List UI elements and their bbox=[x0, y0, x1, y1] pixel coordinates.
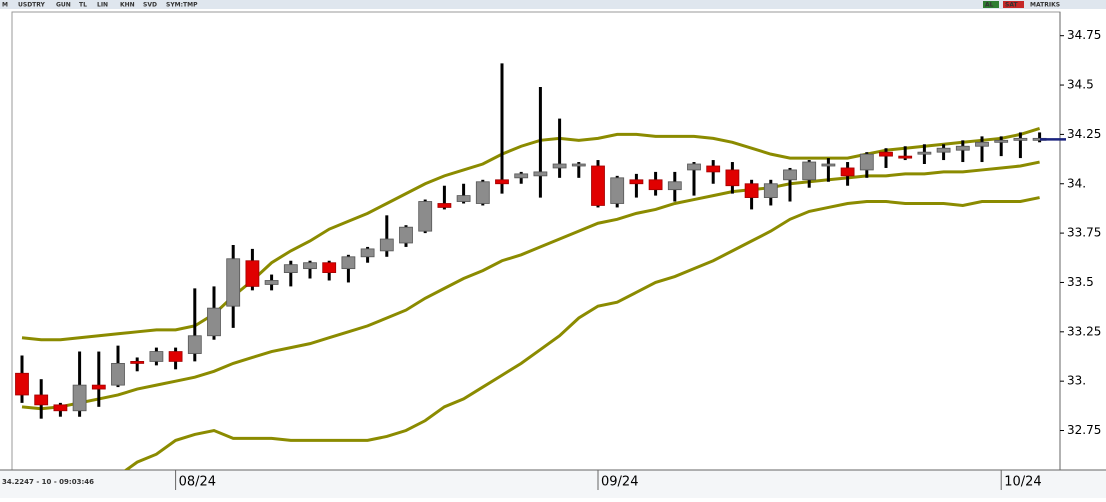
candle-body bbox=[264, 280, 279, 285]
toolbar-button[interactable]: SYM:TMP bbox=[166, 2, 198, 9]
toolbar-button[interactable]: TL bbox=[79, 2, 87, 9]
candle-body bbox=[802, 161, 817, 181]
candle-body bbox=[207, 307, 221, 337]
x-tick-label: 09/24 bbox=[601, 475, 638, 490]
candle-body bbox=[571, 163, 586, 167]
candle-body bbox=[1013, 137, 1028, 141]
candle-body bbox=[111, 362, 125, 386]
y-tick-label: 34. bbox=[1067, 176, 1086, 190]
toolbar-button-bg bbox=[1003, 1, 1024, 8]
candle-body bbox=[53, 404, 68, 412]
candle-body bbox=[341, 256, 356, 270]
y-tick-label: 33.5 bbox=[1067, 275, 1094, 289]
candle-body bbox=[879, 151, 893, 157]
toolbar-button-bg bbox=[1028, 1, 1069, 8]
candle-body bbox=[955, 145, 970, 151]
candle-body bbox=[399, 226, 413, 244]
y-tick-label: 32.75 bbox=[1067, 423, 1101, 437]
x-tick-label: 08/24 bbox=[179, 475, 216, 490]
date-bar bbox=[0, 470, 1106, 498]
y-tick-label: 33.25 bbox=[1067, 324, 1101, 338]
y-tick-label: 34.75 bbox=[1067, 28, 1101, 42]
candle-body bbox=[34, 394, 49, 406]
candle-body bbox=[475, 181, 490, 204]
plot bbox=[15, 63, 1047, 470]
toolbar-button[interactable]: M bbox=[2, 2, 8, 9]
toolbar-button[interactable]: KHN bbox=[120, 2, 135, 9]
candle-body bbox=[283, 264, 298, 273]
candle-body bbox=[898, 155, 913, 159]
candle-body bbox=[687, 163, 701, 171]
candle-body bbox=[629, 179, 644, 185]
candle-body bbox=[667, 181, 682, 191]
band-line bbox=[123, 196, 1040, 470]
toolbar-button[interactable]: SVD bbox=[143, 2, 157, 9]
candle-body bbox=[936, 147, 951, 153]
y-tick-label: 34.5 bbox=[1067, 78, 1094, 92]
toolbar-button[interactable]: USDTRY bbox=[18, 2, 46, 9]
candle-body bbox=[859, 153, 874, 171]
toolbar-button[interactable]: SAT bbox=[1005, 2, 1018, 9]
candle-body bbox=[610, 177, 625, 204]
candle-body bbox=[168, 351, 183, 362]
toolbar-button-bg bbox=[983, 1, 999, 8]
candle-body bbox=[994, 139, 1009, 143]
status-text: 34.2247 - 10 - 09:03:46 bbox=[2, 478, 94, 486]
toolbar-button[interactable]: LIN bbox=[97, 2, 108, 9]
candle-body bbox=[149, 351, 164, 362]
y-tick-label: 33.75 bbox=[1067, 226, 1101, 240]
candle-body bbox=[15, 372, 29, 396]
candle-body bbox=[725, 169, 740, 187]
toolbar-button[interactable]: AL bbox=[985, 2, 994, 9]
candle-body bbox=[763, 183, 778, 198]
candle-body bbox=[533, 171, 548, 177]
candle-body bbox=[437, 203, 452, 208]
toolbar-button[interactable]: MATRIKS bbox=[1030, 2, 1060, 9]
x-tick-label: 10/24 bbox=[1004, 475, 1041, 490]
band-line bbox=[21, 160, 1040, 411]
candle-body bbox=[591, 165, 605, 206]
candle-body bbox=[418, 201, 433, 232]
candle-body bbox=[706, 165, 721, 173]
candle-body bbox=[360, 248, 375, 258]
background bbox=[0, 9, 1106, 498]
band-line bbox=[21, 127, 1041, 342]
candle-body bbox=[495, 179, 509, 185]
candle-body bbox=[783, 169, 797, 181]
candle-body bbox=[91, 384, 106, 390]
candle-body bbox=[744, 183, 759, 198]
candle-body bbox=[514, 173, 529, 179]
candle-body bbox=[226, 258, 241, 307]
candle-body bbox=[917, 151, 932, 155]
toolbar-button[interactable]: GUN bbox=[56, 2, 71, 9]
candle-body bbox=[456, 195, 471, 202]
y-tick-label: 33. bbox=[1067, 374, 1086, 388]
candle-body bbox=[130, 361, 145, 364]
candle-body bbox=[72, 384, 87, 412]
candle-body bbox=[975, 141, 989, 147]
candle-body bbox=[187, 335, 202, 354]
toolbar bbox=[0, 0, 1106, 9]
candle-body bbox=[648, 179, 663, 191]
candle-body bbox=[821, 163, 836, 167]
candle-body bbox=[840, 167, 855, 177]
candle-body bbox=[303, 262, 317, 270]
y-tick-label: 34.25 bbox=[1067, 127, 1101, 141]
candle-body bbox=[322, 262, 337, 273]
candle-body bbox=[552, 163, 567, 169]
candle-body bbox=[379, 238, 394, 252]
candle-body bbox=[245, 260, 260, 287]
